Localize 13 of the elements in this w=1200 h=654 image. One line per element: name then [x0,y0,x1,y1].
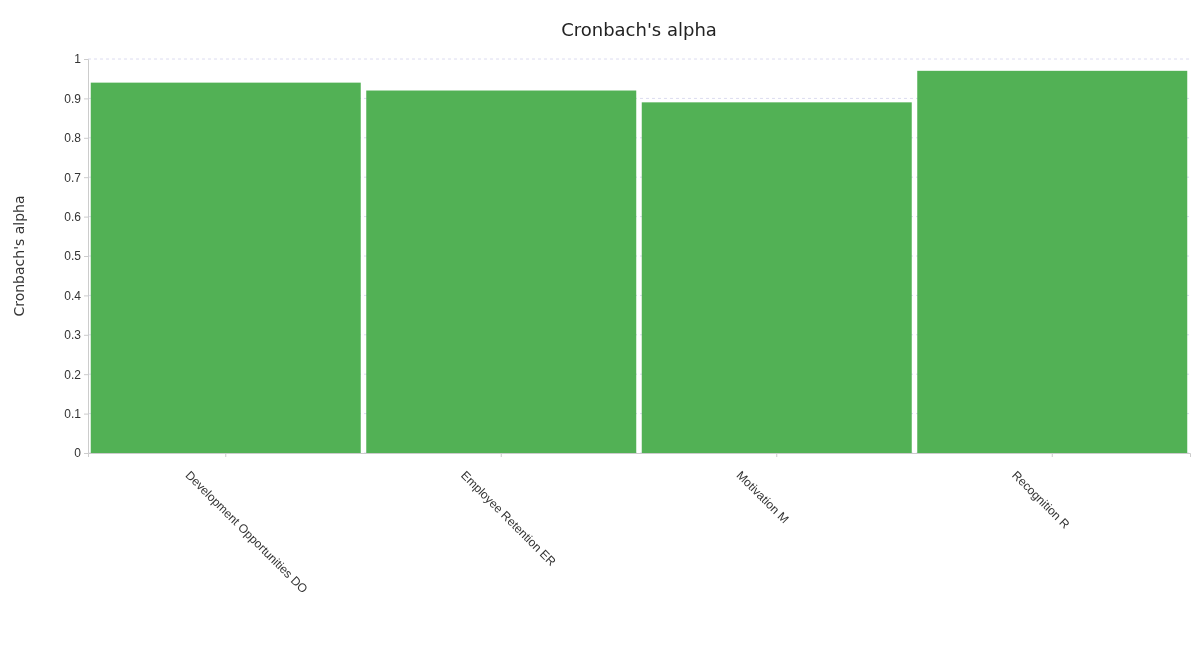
y-tick-label: 0.4 [64,288,82,303]
y-axis-title: Cronbach's alpha [11,195,27,317]
y-tick-label: 0.7 [64,170,82,185]
y-tick-label: 0.5 [64,249,82,264]
y-tick-label: 0.2 [64,367,82,382]
y-tick-label: 0.6 [64,209,82,224]
y-tick-label: 1 [74,52,82,67]
y-tick-label: 0.1 [64,406,82,421]
y-tick-label: 0.3 [64,328,82,343]
y-tick-label: 0.9 [64,91,82,106]
y-tick-label: 0.8 [64,131,82,146]
chart-title: Cronbach's alpha [561,19,717,40]
y-tick-label: 0 [74,446,82,461]
